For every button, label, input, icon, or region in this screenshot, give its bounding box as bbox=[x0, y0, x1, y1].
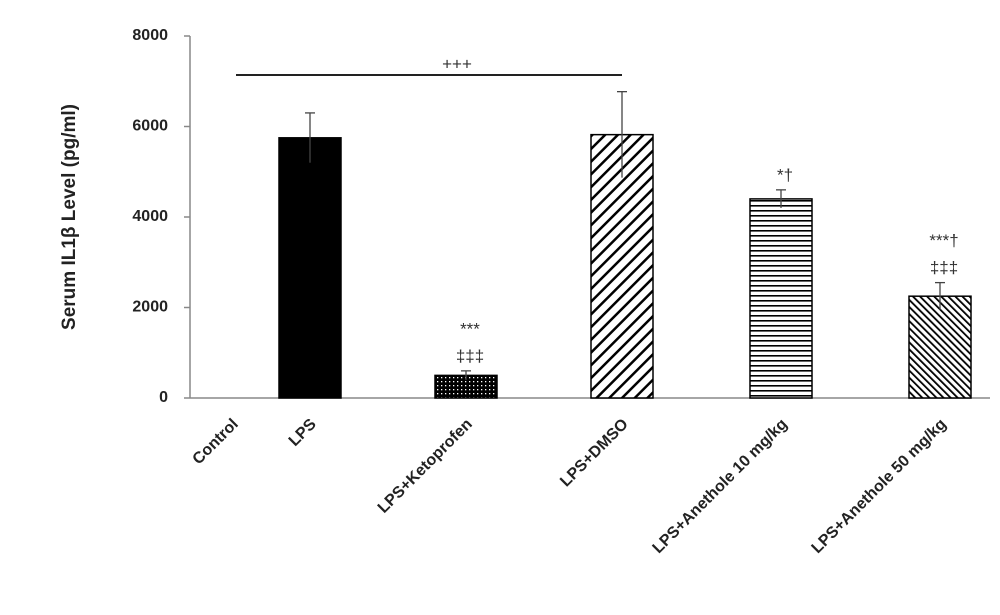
x-tick-label: LPS+DMSO bbox=[557, 416, 632, 491]
x-tick-label: LPS+Anethole 10 mg/kg bbox=[650, 416, 791, 557]
y-tick-label: 2000 bbox=[132, 299, 168, 316]
bar bbox=[278, 137, 342, 399]
y-tick-label: 8000 bbox=[132, 27, 168, 44]
y-tick-label: 0 bbox=[159, 389, 168, 406]
significance-label: *** bbox=[460, 319, 480, 338]
x-tick-label: LPS+Ketoprofen bbox=[375, 416, 476, 517]
bracket-label: +++ bbox=[442, 54, 472, 73]
y-tick-label: 6000 bbox=[132, 118, 168, 135]
x-tick-label: LPS+Anethole 50 mg/kg bbox=[809, 416, 950, 557]
significance-label: ‡‡‡ bbox=[456, 346, 484, 365]
bar bbox=[908, 295, 972, 399]
significance-label: ***† bbox=[929, 231, 958, 250]
y-axis-label: Serum IL1β Level (pg/ml) bbox=[59, 104, 80, 330]
y-tick-label: 4000 bbox=[132, 208, 168, 225]
x-tick-label: LPS bbox=[286, 416, 320, 450]
significance-label: *† bbox=[777, 165, 793, 184]
bar bbox=[590, 133, 654, 399]
significance-label: ‡‡‡ bbox=[930, 258, 958, 277]
x-tick-label: Control bbox=[190, 416, 242, 468]
bar bbox=[749, 198, 813, 399]
